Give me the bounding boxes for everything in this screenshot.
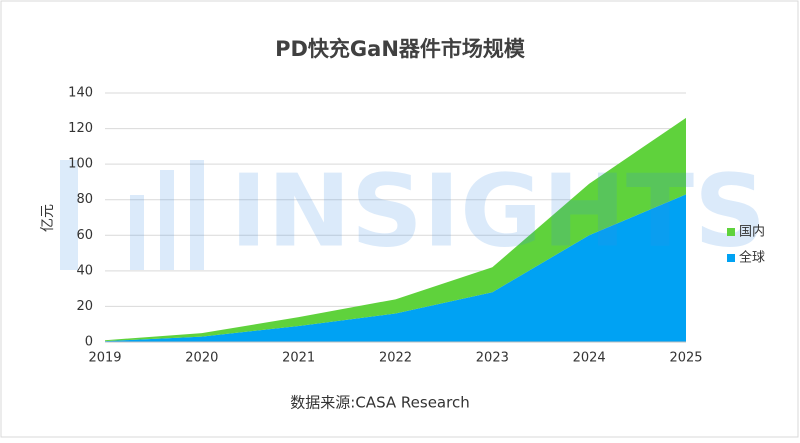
x-tick-label: 2021	[282, 351, 315, 366]
x-tick-label: 2020	[185, 351, 218, 366]
watermark: INSIGHTS	[60, 152, 766, 270]
area	[105, 194, 686, 342]
y-tick-label: 120	[68, 121, 93, 136]
watermark-text: INSIGHTS	[230, 152, 766, 269]
area	[105, 117, 686, 342]
y-tick-label: 40	[76, 263, 93, 278]
x-tick-label: 2023	[476, 351, 509, 366]
y-axis-label: 亿元	[40, 204, 56, 232]
x-tick-label: 2024	[573, 351, 606, 366]
chart-title: PD快充GaN器件市场规模	[275, 37, 526, 61]
x-tick-label: 2022	[379, 351, 412, 366]
legend-label: 全球	[739, 250, 765, 266]
legend-swatch	[727, 254, 735, 262]
y-tick-label: 20	[76, 299, 93, 314]
legend-label: 国内	[739, 224, 765, 240]
y-tick-label: 80	[76, 192, 93, 207]
plot-area	[105, 92, 686, 343]
legend-swatch	[727, 228, 735, 236]
y-tick-label: 140	[68, 86, 93, 101]
source-note: 数据来源:CASA Research	[290, 394, 469, 412]
y-tick-label: 100	[68, 157, 93, 172]
y-tick-label: 0	[85, 335, 93, 350]
x-tick-label: 2019	[88, 351, 121, 366]
y-tick-label: 60	[76, 228, 93, 243]
x-tick-label: 2025	[669, 351, 702, 366]
